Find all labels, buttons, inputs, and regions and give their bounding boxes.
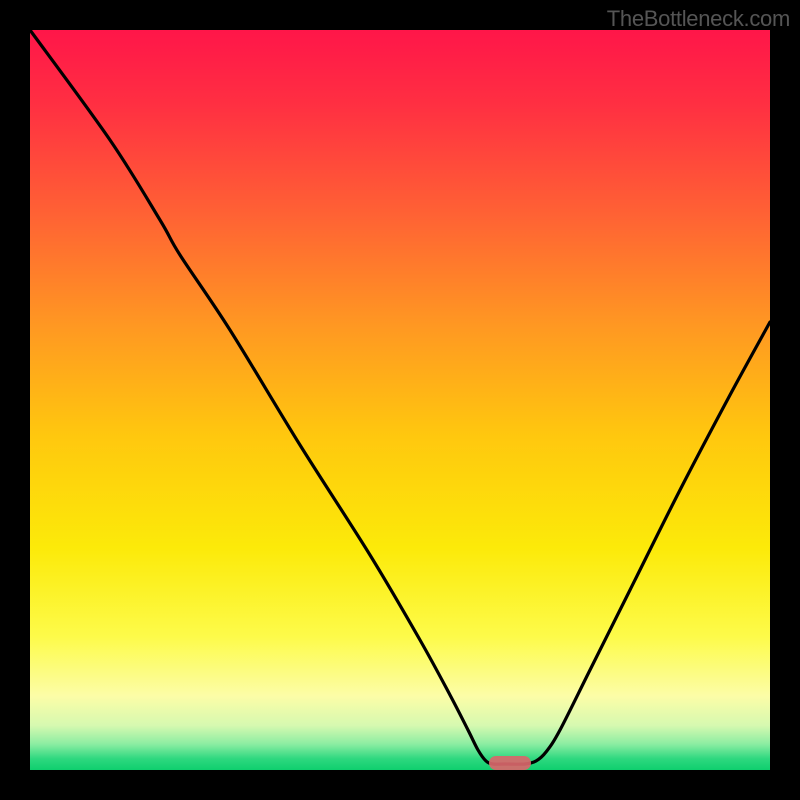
chart-container: TheBottleneck.com <box>0 0 800 800</box>
watermark-text: TheBottleneck.com <box>607 6 790 32</box>
plot-background <box>30 30 770 770</box>
optimal-marker <box>489 756 531 770</box>
bottleneck-chart <box>0 0 800 800</box>
